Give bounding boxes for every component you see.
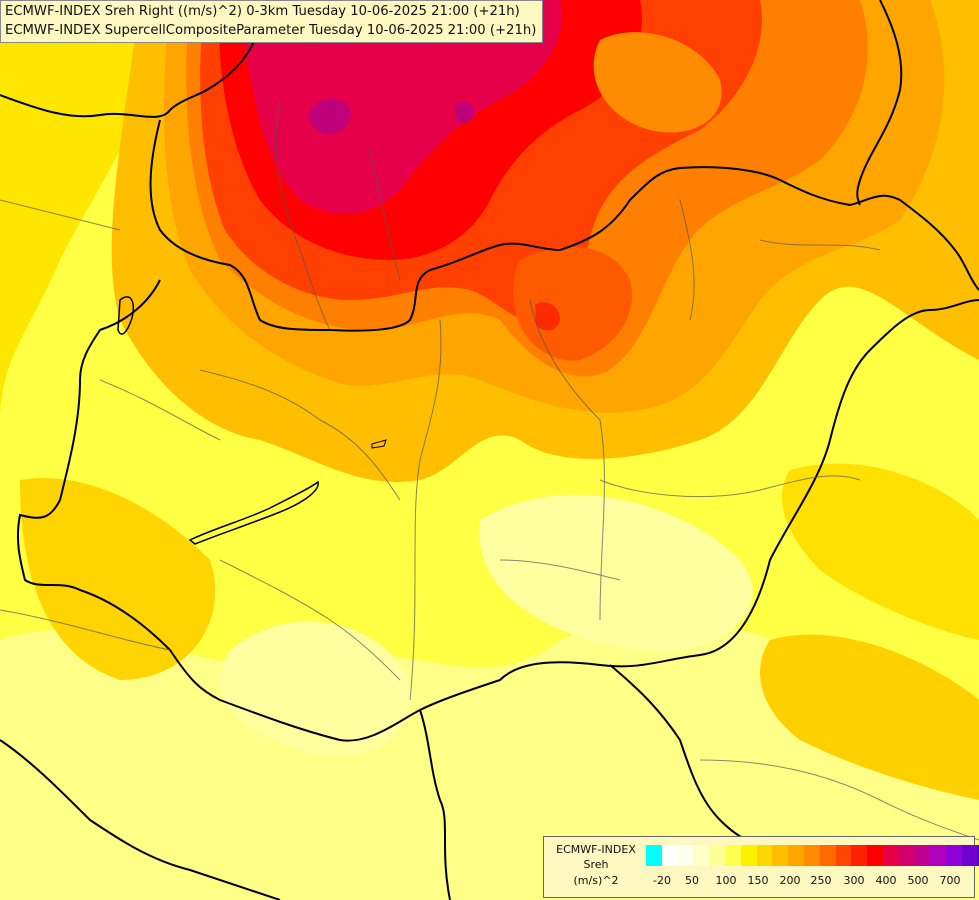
legend-tick-label: 700 [939, 874, 961, 887]
legend-swatch [867, 845, 883, 866]
legend-tick-label: 100 [715, 874, 737, 887]
legend-tick-label: 400 [875, 874, 897, 887]
color-legend: ECMWF-INDEX Sreh (m/s)^2 -20 50 100 150 200 2… [543, 836, 979, 898]
legend-swatch [677, 845, 694, 866]
title-line-1: ECMWF-INDEX Sreh Right ((m/s)^2) 0-3km T… [5, 4, 520, 19]
legend-swatch [709, 845, 725, 866]
legend-swatch [914, 845, 931, 866]
legend-tick-label: 50 [685, 874, 699, 887]
legend-swatch [646, 845, 662, 866]
legend-swatch [756, 845, 773, 866]
legend-tick-label: 300 [843, 874, 865, 887]
legend-variable: Sreh [583, 858, 609, 871]
legend-tick-label: 200 [779, 874, 801, 887]
legend-swatch [882, 845, 899, 866]
legend-tick-label: 500 [907, 874, 929, 887]
legend-tick-label: 250 [810, 874, 832, 887]
region-borders [0, 99, 979, 841]
legend-swatch [724, 845, 741, 866]
legend-swatch [946, 845, 962, 866]
legend-swatch [803, 845, 820, 866]
gold-west-lobe [20, 478, 216, 680]
legend-swatch [898, 845, 915, 866]
gold-southeast [760, 634, 979, 800]
legend-tick-label: 150 [747, 874, 769, 887]
small-lake [371, 439, 387, 449]
legend-swatch [961, 845, 978, 866]
light-area-southwest [219, 621, 412, 757]
legend-swatch [819, 845, 836, 866]
legend-swatch [661, 845, 678, 866]
legend-swatch [788, 845, 804, 866]
legend-swatch [977, 845, 979, 866]
legend-swatch [740, 845, 757, 866]
legend-title: ECMWF-INDEX [556, 843, 636, 856]
legend-unit: (m/s)^2 [573, 874, 619, 887]
legend-swatch [693, 845, 710, 866]
orange-north-east [593, 32, 722, 133]
legend-swatch [851, 845, 868, 866]
legend-swatch [835, 845, 852, 866]
crimson-core [240, 0, 562, 214]
legend-swatches [646, 845, 979, 866]
magenta-spot [308, 98, 351, 135]
title-line-2: ECMWF-INDEX SupercellCompositeParameter … [5, 23, 537, 38]
legend-swatch [930, 845, 947, 866]
lake-outline [188, 480, 319, 545]
red-east-core [535, 302, 560, 331]
legend-tick-label: -20 [653, 874, 671, 887]
red-east-blob [513, 246, 632, 361]
legend-swatch [772, 845, 789, 866]
gold-east [781, 463, 979, 640]
small-lake-2 [117, 296, 134, 335]
magenta-spot-2 [455, 101, 475, 123]
light-area-center [479, 494, 753, 652]
map-title-box: ECMWF-INDEX Sreh Right ((m/s)^2) 0-3km T… [0, 0, 544, 43]
